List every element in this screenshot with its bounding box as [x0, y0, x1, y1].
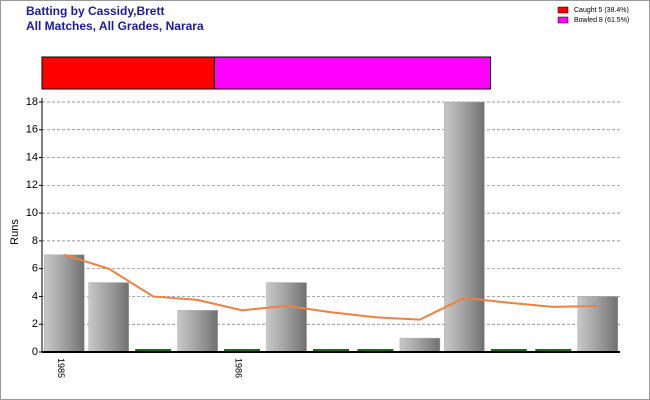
legend-swatch: [557, 16, 569, 24]
legend-swatch: [557, 6, 569, 14]
zero-bar: [357, 349, 394, 352]
bar: [43, 254, 85, 353]
bar: [177, 310, 218, 353]
y-tick-label: 4: [32, 290, 38, 302]
bar: [444, 101, 485, 353]
y-tick-label: 8: [32, 235, 38, 247]
bar: [266, 282, 307, 353]
zero-bar: [313, 349, 349, 352]
y-tick-label: 0: [32, 346, 38, 358]
chart-title: Batting by Cassidy,Brett: [26, 4, 164, 18]
x-tick-label: 1986: [234, 358, 244, 378]
legend-label: Bowled 8 (61.5%): [574, 17, 629, 24]
y-tick-label: 6: [32, 263, 38, 275]
y-tick-label: 16: [26, 124, 38, 136]
y-tick-label: 2: [32, 318, 38, 330]
y-tick-label: 10: [26, 207, 38, 219]
bar: [88, 282, 129, 353]
zero-bar: [135, 349, 172, 352]
chart-subtitle: All Matches, All Grades, Narara: [26, 19, 204, 33]
share-segment: [41, 56, 215, 90]
zero-bar: [535, 349, 572, 352]
bar: [577, 296, 619, 353]
legend-label: Caught 5 (38.4%): [574, 7, 629, 14]
share-segment: [213, 56, 492, 90]
average-line: [63, 253, 598, 321]
y-tick-label: 14: [26, 151, 38, 163]
zero-bar: [490, 349, 527, 352]
bar: [399, 337, 441, 353]
y-tick-label: 18: [26, 96, 38, 108]
y-axis-label: Runs: [9, 219, 21, 245]
x-tick-label: 1985: [56, 358, 66, 378]
y-tick-label: 12: [26, 179, 38, 191]
zero-bar: [224, 349, 261, 352]
